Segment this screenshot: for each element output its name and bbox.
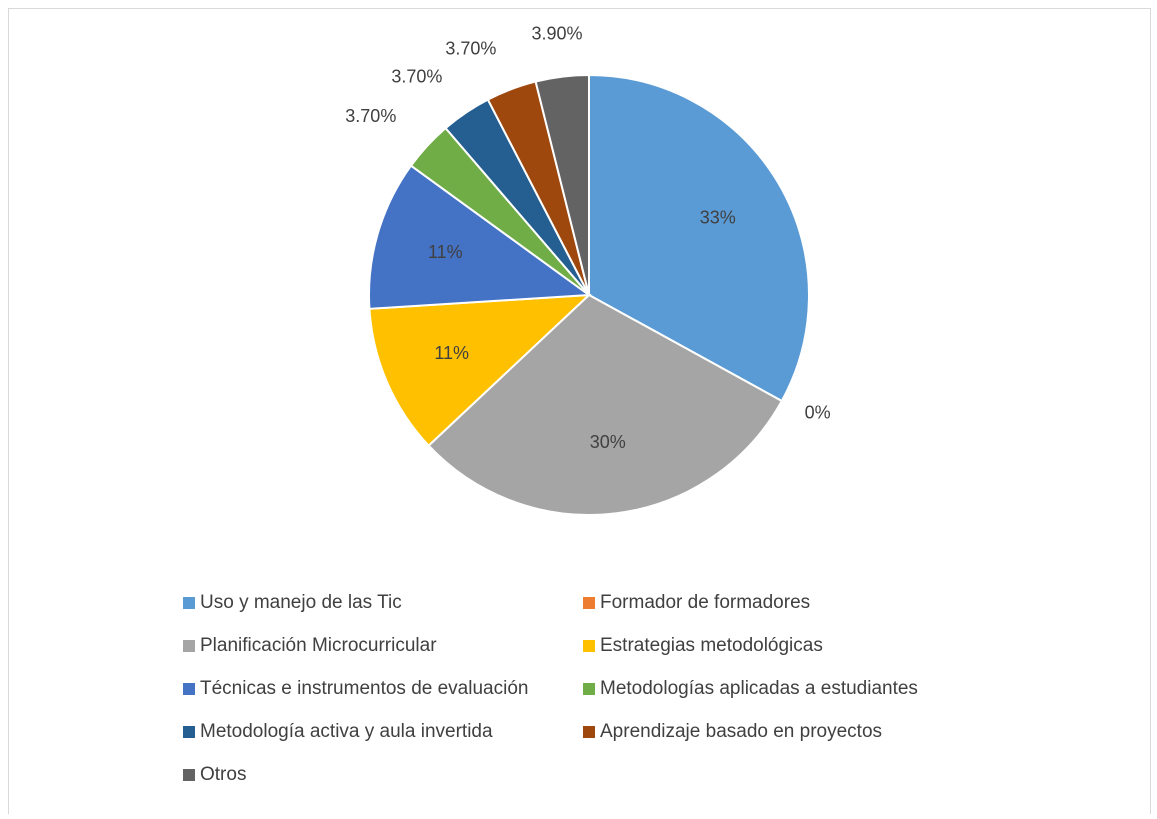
data-label: 3.90% — [531, 24, 582, 44]
data-label: 3.70% — [345, 106, 396, 126]
legend-swatch — [583, 640, 595, 652]
chart-frame — [8, 8, 1151, 814]
legend-swatch — [183, 769, 195, 781]
pie-slice — [534, 73, 590, 296]
pie-slice — [368, 293, 592, 448]
legend-label: Técnicas e instrumentos de evaluación — [200, 678, 528, 699]
legend-swatch — [583, 683, 595, 695]
data-label: 11% — [434, 343, 469, 363]
legend-label: Formador de formadores — [600, 592, 810, 613]
legend-label: Planificación Microcurricular — [200, 635, 437, 656]
data-label: 3.70% — [445, 39, 496, 59]
data-label: 30% — [590, 432, 626, 452]
pie-slice — [368, 164, 592, 310]
legend-swatch — [583, 597, 595, 609]
legend-swatch — [583, 726, 595, 738]
legend-swatch — [183, 683, 195, 695]
legend-label: Uso y manejo de las Tic — [200, 592, 402, 613]
pie-slice — [588, 73, 810, 403]
legend-label: Estrategias metodológicas — [600, 635, 823, 656]
legend-swatch — [183, 640, 195, 652]
data-label: 33% — [700, 208, 736, 228]
data-label: 0% — [805, 402, 831, 422]
legend-label: Metodologías aplicadas a estudiantes — [600, 678, 918, 699]
data-label: 3.70% — [391, 67, 442, 87]
legend-label: Metodología activa y aula invertida — [200, 721, 493, 742]
legend-label: Aprendizaje basado en proyectos — [600, 721, 882, 742]
data-label: 11% — [428, 242, 463, 262]
legend-swatch — [183, 597, 195, 609]
legend-label: Otros — [200, 764, 246, 785]
legend-swatch — [183, 726, 195, 738]
pie-slice — [427, 293, 784, 516]
